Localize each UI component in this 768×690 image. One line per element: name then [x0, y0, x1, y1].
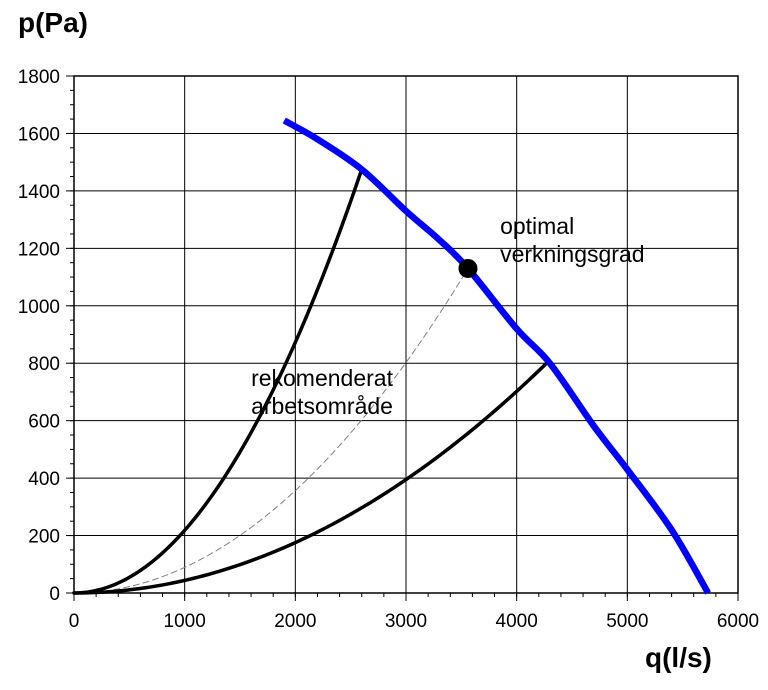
grid-lines: [66, 75, 739, 601]
lower-system-curve-line: [72, 361, 549, 595]
optimal-system-curve-line: [73, 267, 469, 594]
upper-system-curve-line: [72, 167, 364, 595]
x-axis-title: q(l/s): [645, 642, 712, 673]
annotations: optimal verkningsgrad rekomenderat arbetsom…: [251, 213, 644, 419]
y-tick-label: 400: [28, 469, 60, 490]
series-layer: [72, 117, 711, 595]
x-tick-label: 2000: [274, 611, 316, 632]
x-tick-label: 4000: [496, 611, 538, 632]
plot-frame: [73, 75, 739, 594]
annotation-rekomenderat: rekomenderat arbetsområde: [251, 365, 394, 419]
y-tick-label: 800: [28, 354, 60, 375]
tick-labels: 0 1000 2000 3000 4000 5000 6000 0 200 400 600 800 10…: [18, 67, 759, 632]
x-tick-label: 1000: [164, 611, 206, 632]
y-tick-label: 1600: [18, 124, 60, 145]
minor-ticks: [70, 75, 739, 597]
annotation-line: verkningsgrad: [500, 241, 644, 267]
fan-curve-line: [282, 117, 711, 595]
x-tick-label: 5000: [606, 611, 648, 632]
annotation-optimal: optimal verkningsgrad: [500, 213, 644, 267]
y-tick-label: 600: [28, 412, 60, 433]
y-tick-label: 1400: [18, 182, 60, 203]
annotation-line: rekomenderat: [251, 365, 394, 391]
optimal-point-marker: [458, 258, 478, 278]
y-tick-label: 200: [28, 527, 60, 548]
y-tick-label: 1000: [18, 297, 60, 318]
annotation-line: optimal: [500, 213, 574, 239]
x-tick-label: 6000: [717, 611, 759, 632]
y-axis-title: p(Pa): [18, 7, 88, 38]
y-tick-label: 1800: [18, 67, 60, 88]
x-tick-label: 3000: [385, 611, 427, 632]
x-tick-label: 0: [69, 611, 80, 632]
y-tick-label: 0: [49, 584, 60, 605]
annotation-line: arbetsområde: [251, 393, 393, 419]
y-tick-label: 1200: [18, 239, 60, 260]
